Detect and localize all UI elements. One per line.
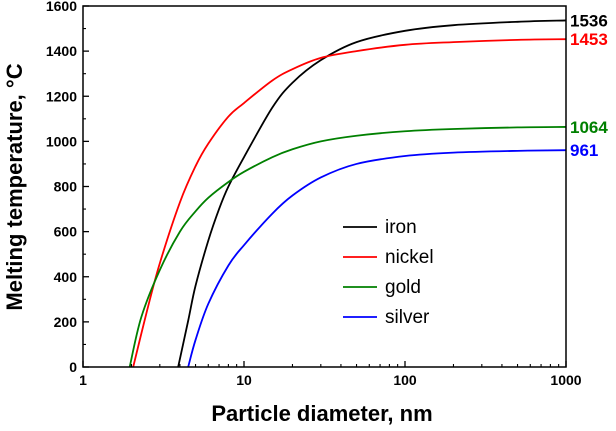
end-label-nickel: 1453: [570, 30, 608, 49]
series-line-iron: [177, 19, 566, 367]
series-line-gold: [128, 126, 566, 367]
series-line-silver: [187, 149, 566, 367]
y-tick-label: 200: [54, 314, 78, 330]
legend-label-iron: iron: [385, 217, 417, 238]
y-axis-title: Melting temperature, °C: [2, 63, 27, 310]
end-label-gold: 1064: [570, 118, 608, 137]
legend-label-gold: gold: [385, 277, 421, 298]
end-label-silver: 961: [570, 141, 598, 160]
x-tick-label: 10: [236, 372, 252, 388]
axes: 0 200 400 600 800 1000 1200 1400 1600 1 10 100 1000: [46, 0, 582, 388]
legend: iron nickel gold silver: [343, 217, 434, 328]
plot-frame: [82, 5, 567, 368]
x-tick-label: 1: [79, 372, 87, 388]
legend-label-silver: silver: [385, 307, 430, 328]
x-axis-title: Particle diameter, nm: [211, 401, 432, 426]
y-tick-label: 600: [54, 224, 78, 240]
end-label-iron: 1536: [570, 11, 608, 30]
y-tick-label: 1600: [46, 0, 77, 14]
y-tick-label: 400: [54, 269, 78, 285]
y-tick-label: 800: [54, 179, 78, 195]
y-tick-label: 1200: [46, 88, 77, 104]
series-line-nickel: [132, 38, 566, 367]
x-tick-label: 100: [393, 372, 417, 388]
y-tick-label: 1000: [46, 133, 77, 149]
x-tick-label: 1000: [550, 372, 581, 388]
legend-label-nickel: nickel: [385, 247, 434, 268]
y-tick-label: 1400: [46, 43, 77, 59]
y-tick-label: 0: [69, 359, 77, 375]
